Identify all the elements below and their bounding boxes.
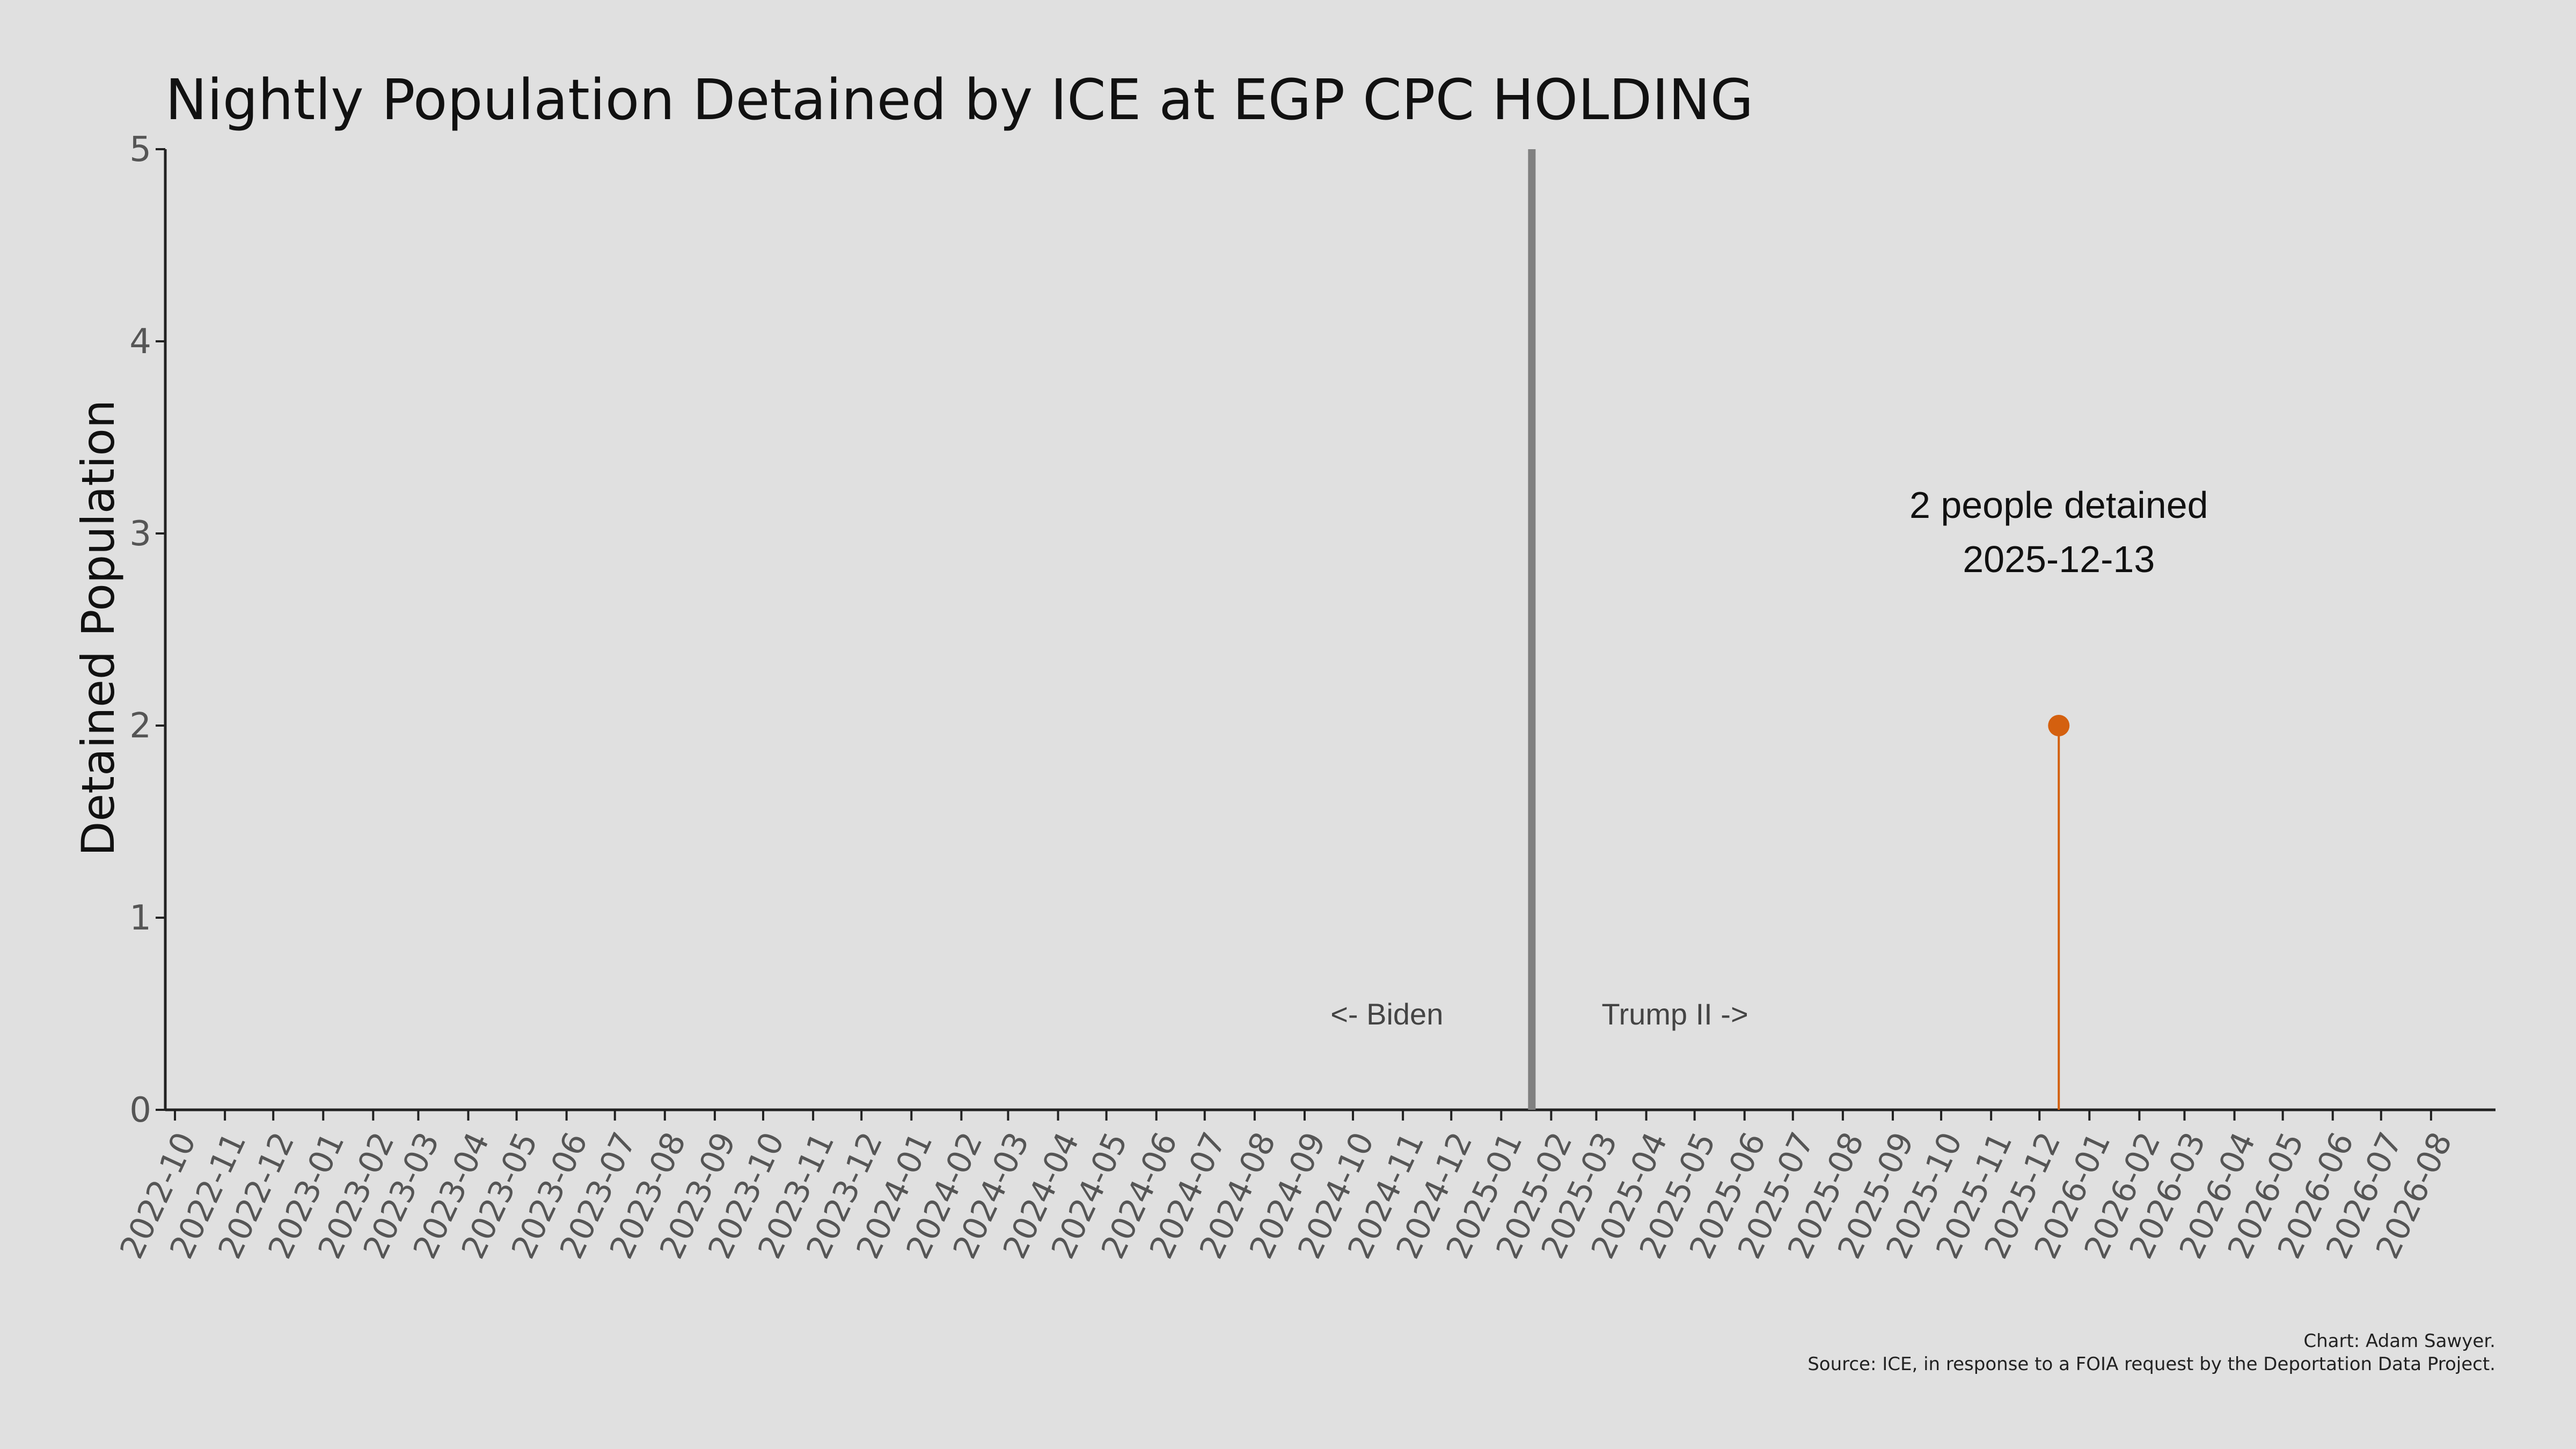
chart-title: Nightly Population Detained by ICE at EG… [165,67,1753,133]
era-label-trump: Trump II -> [1601,997,1748,1031]
annotation-date: 2025-12-13 [1963,538,2155,580]
plot-area: 0123452022-102022-112022-122023-012023-0… [113,130,2496,1264]
y-tick-label: 5 [129,130,151,170]
y-tick-label: 2 [129,706,151,746]
credit-line-2: Source: ICE, in response to a FOIA reque… [1807,1353,2496,1375]
y-tick-label: 1 [129,898,151,938]
y-tick-label: 0 [129,1091,151,1130]
credit-line-1: Chart: Adam Sawyer. [2303,1330,2496,1352]
era-label-biden: <- Biden [1330,997,1443,1031]
y-axis-label: Detained Population [72,400,125,856]
y-tick-label: 3 [129,514,151,554]
data-point [2048,715,2070,736]
annotation-count: 2 people detained [1909,484,2208,526]
y-tick-label: 4 [129,322,151,362]
